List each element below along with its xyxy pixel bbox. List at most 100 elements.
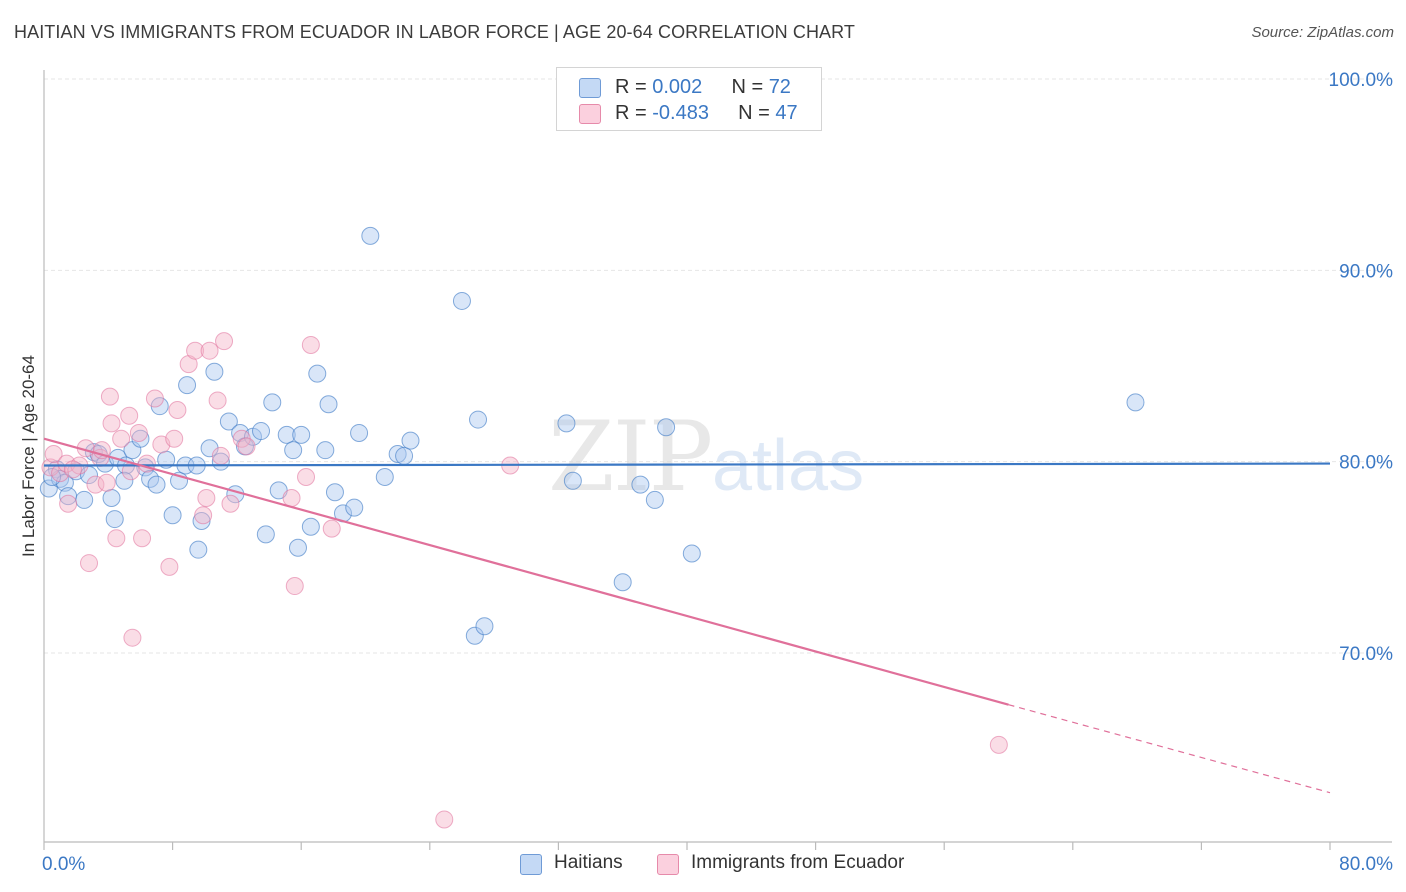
- data-point-ecuador: [435, 810, 454, 829]
- data-point-ecuador: [211, 446, 230, 465]
- data-point-haitians: [316, 441, 335, 460]
- data-point-ecuador: [165, 429, 184, 448]
- data-point-ecuador: [133, 529, 152, 548]
- data-point-ecuador: [107, 529, 126, 548]
- tick-labels: 70.0% 80.0% 90.0% 100.0% 0.0% 80.0%: [42, 70, 1393, 875]
- legend-swatch-pink: [579, 104, 601, 124]
- data-point-haitians: [401, 431, 420, 450]
- data-point-haitians: [631, 475, 650, 494]
- trend-lines: [43, 437, 1331, 794]
- x-tick-label-max: 80.0%: [1339, 854, 1393, 875]
- data-point-ecuador: [129, 423, 148, 442]
- legend-n-value: 47: [775, 102, 798, 124]
- trend-line-ecuador: [43, 437, 1009, 706]
- data-point-ecuador: [145, 389, 164, 408]
- data-point-haitians: [361, 226, 380, 245]
- data-point-haitians: [252, 422, 271, 441]
- data-point-ecuador: [285, 577, 304, 596]
- data-point-ecuador: [200, 341, 219, 360]
- data-point-ecuador: [215, 332, 234, 351]
- y-tick-label: 90.0%: [1339, 261, 1393, 282]
- data-point-ecuador: [221, 494, 240, 513]
- axes: [43, 70, 1392, 850]
- data-point-haitians: [395, 446, 414, 465]
- trend-line-haitians: [43, 462, 1331, 467]
- data-point-ecuador: [97, 473, 116, 492]
- data-point-ecuador: [102, 414, 121, 433]
- data-point-ecuador: [208, 391, 227, 410]
- data-point-ecuador: [100, 387, 119, 406]
- legend-r-label: R =: [615, 102, 653, 124]
- data-point-haitians: [205, 362, 224, 381]
- data-point-ecuador: [194, 506, 213, 525]
- data-point-haitians: [308, 364, 327, 383]
- data-point-haitians: [645, 490, 664, 509]
- watermark: ZIP atlas: [548, 401, 864, 513]
- data-point-ecuador: [197, 489, 216, 508]
- data-point-haitians: [292, 425, 311, 444]
- trend-line-ecuador-extrapolated: [1008, 704, 1331, 794]
- data-point-haitians: [189, 540, 208, 559]
- data-point-ecuador: [86, 475, 105, 494]
- data-point-ecuador: [301, 335, 320, 354]
- data-point-haitians: [388, 445, 407, 464]
- data-point-haitians: [475, 617, 494, 636]
- legend-n-value: 72: [768, 76, 791, 98]
- y-axis-label: In Labor Force | Age 20-64: [19, 355, 38, 557]
- data-point-haitians: [613, 573, 632, 592]
- y-tick-label: 70.0%: [1339, 644, 1393, 665]
- data-point-ecuador: [322, 519, 341, 538]
- data-point-haitians: [256, 525, 275, 544]
- data-point-haitians: [375, 467, 394, 486]
- data-point-haitians: [219, 412, 238, 431]
- legend-swatch-blue: [579, 78, 601, 98]
- data-point-haitians: [284, 441, 303, 460]
- legend-n-label: N =: [731, 76, 769, 98]
- data-point-ecuador: [120, 406, 139, 425]
- data-point-haitians: [80, 466, 99, 485]
- data-point-haitians: [288, 538, 307, 557]
- series-swatch-blue: [520, 854, 542, 875]
- data-point-haitians: [465, 626, 484, 645]
- legend-r-label: R =: [615, 76, 653, 98]
- watermark-zip: ZIP: [548, 401, 711, 513]
- data-point-ecuador: [59, 494, 78, 513]
- series-ecuador-points: [41, 332, 1008, 829]
- data-point-ecuador: [168, 401, 187, 420]
- series-name-haitians: Haitians: [554, 852, 623, 873]
- data-point-ecuador: [123, 628, 142, 647]
- data-point-haitians: [557, 414, 576, 433]
- grid-lines: [44, 78, 1392, 654]
- data-point-haitians: [1126, 393, 1145, 412]
- data-point-haitians: [469, 410, 488, 429]
- data-point-haitians: [263, 393, 282, 412]
- data-point-haitians: [325, 483, 344, 502]
- data-point-haitians: [277, 425, 296, 444]
- data-point-ecuador: [297, 467, 316, 486]
- correlation-legend: R = 0.002 N = 72 R = -0.483 N = 47: [556, 67, 822, 131]
- data-point-ecuador: [80, 554, 99, 573]
- data-point-haitians: [452, 291, 471, 310]
- data-point-haitians: [102, 489, 121, 508]
- chart-title: HAITIAN VS IMMIGRANTS FROM ECUADOR IN LA…: [14, 22, 856, 42]
- data-point-ecuador: [112, 429, 131, 448]
- data-point-haitians: [147, 475, 166, 494]
- data-point-ecuador: [44, 445, 63, 464]
- legend-r-value: 0.002: [652, 76, 703, 98]
- y-tick-label: 80.0%: [1339, 453, 1393, 474]
- data-point-ecuador: [186, 341, 205, 360]
- legend-r-value: -0.483: [652, 102, 709, 124]
- data-point-ecuador: [237, 437, 256, 456]
- data-point-ecuador: [160, 557, 179, 576]
- legend-n-label: N =: [738, 102, 776, 124]
- data-point-haitians: [682, 544, 701, 563]
- data-point-haitians: [178, 376, 197, 395]
- data-point-haitians: [319, 395, 338, 414]
- watermark-atlas: atlas: [712, 426, 864, 506]
- data-point-haitians: [163, 506, 182, 525]
- data-point-haitians: [345, 498, 364, 517]
- y-tick-label: 100.0%: [1329, 70, 1394, 91]
- series-name-ecuador: Immigrants from Ecuador: [691, 852, 905, 873]
- data-point-haitians: [301, 517, 320, 536]
